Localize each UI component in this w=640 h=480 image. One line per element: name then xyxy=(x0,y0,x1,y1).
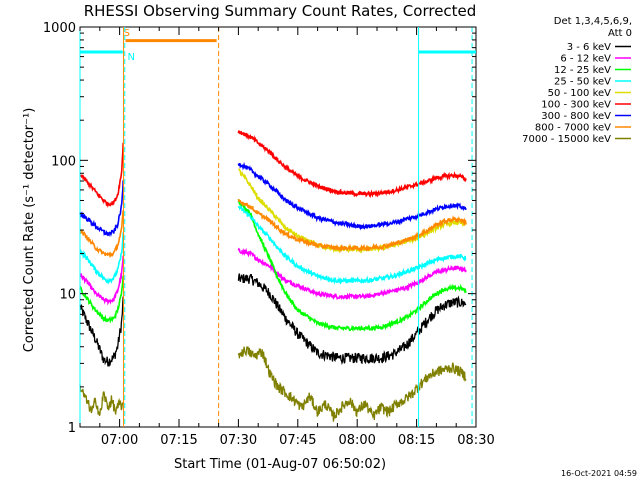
series-line xyxy=(237,346,467,422)
flag-layer: SN xyxy=(80,28,476,63)
series-line xyxy=(79,180,124,238)
x-axis-label: Start Time (01-Aug-07 06:50:02) xyxy=(174,457,386,472)
series-12-25-keV-kev xyxy=(79,199,467,332)
series-3-6-keV-kev xyxy=(79,273,467,368)
legend-entry-label: 12 - 25 keV xyxy=(554,65,611,76)
legend-entry-label: 6 - 12 keV xyxy=(560,54,611,65)
x-tick-label: 07:15 xyxy=(160,433,197,448)
legend-entry-label: 300 - 800 keV xyxy=(541,111,611,122)
series-layer xyxy=(79,130,467,422)
series-line xyxy=(79,384,124,416)
x-tick-label: 08:30 xyxy=(457,433,494,448)
series-line xyxy=(237,199,467,332)
series-line xyxy=(79,275,124,324)
vertical-markers xyxy=(79,27,473,427)
series-line xyxy=(79,210,124,259)
series-25-50-keV-kev xyxy=(79,205,467,285)
series-7000-15000-keV-kev xyxy=(79,346,467,422)
flag-label-s: S xyxy=(124,28,130,39)
x-tick-label: 07:30 xyxy=(220,433,257,448)
x-tick-label: 07:00 xyxy=(101,433,138,448)
series-line xyxy=(79,142,124,209)
legend-header-line: Att 0 xyxy=(608,28,632,39)
legend-entry-label: 100 - 300 keV xyxy=(541,100,611,111)
series-100-300-keV-kev xyxy=(79,130,467,209)
legend-entry-label: 800 - 7000 keV xyxy=(535,123,611,134)
series-300-800-keV-kev xyxy=(79,161,467,238)
series-line xyxy=(237,161,467,231)
y-tick-label: 10 xyxy=(59,288,76,303)
series-line xyxy=(237,130,467,199)
series-line xyxy=(237,198,467,254)
legend-entry-label: 50 - 100 keV xyxy=(548,88,612,99)
series-line xyxy=(79,296,124,368)
series-line xyxy=(79,232,124,285)
flag-label-n: N xyxy=(128,52,135,63)
series-line xyxy=(237,247,467,301)
y-tick-label: 1000 xyxy=(43,21,76,36)
y-axis-ticks: 1 10 100 1000 xyxy=(43,21,476,436)
y-axis-label: Corrected Count Rate (s⁻¹ detector⁻¹) xyxy=(22,108,37,353)
x-tick-label: 08:15 xyxy=(398,433,435,448)
legend-entry-label: 25 - 50 keV xyxy=(554,77,611,88)
footer-date: 16-Oct-2021 04:59 xyxy=(561,469,637,478)
legend-entry-label: 3 - 6 keV xyxy=(567,42,611,53)
x-axis-ticks: 07:00 07:15 07:30 07:45 08:00 08:15 08:30 xyxy=(79,27,495,448)
x-tick-label: 07:45 xyxy=(279,433,316,448)
chart-title: RHESSI Observing Summary Count Rates, Co… xyxy=(84,2,477,20)
series-line xyxy=(79,255,124,306)
series-line xyxy=(237,205,467,285)
series-6-12-keV-kev xyxy=(79,247,467,306)
y-tick-label: 100 xyxy=(51,154,76,169)
x-tick-label: 08:00 xyxy=(338,433,375,448)
legend-header-line: Det 1,3,4,5,6,9, xyxy=(554,16,632,27)
series-800-7000-keV-kev xyxy=(79,198,467,259)
series-line xyxy=(237,273,467,366)
legend-entry-label: 7000 - 15000 keV xyxy=(522,134,611,145)
y-tick-label: 1 xyxy=(68,421,76,436)
